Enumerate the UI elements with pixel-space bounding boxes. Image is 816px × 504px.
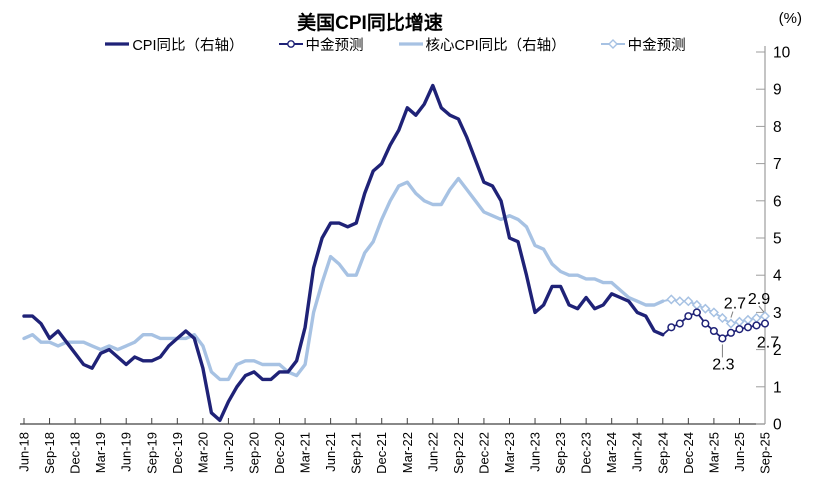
annotation-value: 2.7	[757, 335, 779, 352]
legend: CPI同比（右轴） 中金预测 核心CPI同比（右轴） 中金预测	[0, 34, 790, 54]
forecast-point-marker	[684, 312, 693, 321]
y-tick-label: 0	[773, 417, 782, 434]
axes: Jun-18 Sep-18 Dec-18 Mar-19 Jun-19 Sep-19 Dec-…	[17, 45, 791, 474]
chart-title: 美国CPI同比增速	[297, 13, 443, 34]
annotation-value: 2.7	[724, 296, 746, 313]
x-tick-label: Sep-24	[655, 432, 670, 474]
forecast-point-marker	[675, 319, 684, 328]
x-tick-label: Mar-23	[502, 432, 517, 473]
x-tick-label: Sep-25	[758, 432, 773, 474]
forecast-point-marker	[725, 318, 736, 329]
y-tick-label: 1	[773, 379, 782, 396]
forecast-point-marker	[742, 314, 754, 325]
y-tick-label: 2	[773, 342, 782, 359]
forecast-point-marker	[735, 325, 744, 334]
forecast-point-marker	[717, 312, 728, 324]
x-tick-label: Mar-19	[93, 432, 108, 473]
y-tick-label: 4	[773, 268, 782, 285]
legend-item-core: 核心CPI同比（右轴）	[398, 34, 566, 55]
forecast-point-marker	[752, 321, 761, 330]
x-tick-label: Dec-22	[476, 432, 491, 474]
x-tick-label: Mar-24	[604, 432, 619, 473]
legend-label: CPI同比（右轴）	[132, 37, 244, 54]
x-tick-label: Mar-21	[298, 432, 313, 473]
forecast-point-marker	[709, 326, 718, 336]
legend-label: 中金预测	[305, 37, 364, 54]
y-tick-label: 6	[773, 193, 782, 210]
forecast-point-marker	[674, 296, 685, 307]
x-tick-label: Mar-20	[195, 432, 210, 473]
y-axis-unit-label: (%)	[778, 10, 802, 27]
y-tick-label: 8	[773, 119, 782, 136]
x-tick-label: Sep-21	[349, 432, 364, 474]
legend-label: 中金预测	[627, 37, 686, 54]
y-tick-label: 5	[773, 231, 782, 248]
circle-marker-swatch-icon	[278, 40, 303, 48]
x-tick-label: Dec-21	[374, 432, 389, 474]
x-tick-label: Jun-21	[323, 432, 338, 472]
forecast-point-marker	[718, 334, 727, 343]
line-swatch-icon	[398, 42, 423, 46]
x-tick-label: Jun-22	[425, 432, 440, 472]
forecast-point-marker	[700, 303, 711, 314]
x-tick-label: Sep-22	[451, 432, 466, 474]
annotation-2-7: 2.7	[724, 296, 746, 318]
x-tick-label: Mar-25	[706, 432, 721, 473]
y-tick-label: 3	[773, 305, 782, 322]
annotation-value: 2.3	[712, 356, 734, 373]
forecast-point-marker	[759, 311, 771, 322]
diamond-marker-swatch-icon	[600, 39, 625, 49]
legend-item-core-forecast: 中金预测	[600, 34, 686, 55]
x-tick-label: Jun-23	[528, 432, 543, 472]
forecast-point-marker	[734, 316, 745, 327]
line-swatch-icon	[105, 42, 130, 46]
forecast-point-marker	[760, 319, 770, 328]
y-tick-label: 7	[773, 156, 782, 173]
x-tick-label: Dec-18	[68, 432, 83, 474]
x-tick-label: Jun-25	[732, 432, 747, 472]
forecast-point-marker	[751, 312, 762, 324]
x-tick-label: Dec-23	[579, 432, 594, 474]
x-tick-label: Jun-19	[119, 432, 134, 472]
forecast-point-marker	[726, 328, 735, 337]
annotation-2-9: 2.9	[748, 291, 770, 313]
y-tick-label: 10	[773, 45, 791, 62]
x-tick-label: Sep-23	[553, 432, 568, 474]
forecast-point-marker	[692, 308, 701, 317]
forecast-point-marker	[667, 323, 676, 332]
forecast-point-marker	[691, 299, 702, 311]
legend-label: 核心CPI同比（右轴）	[425, 37, 566, 54]
legend-item-cpi-forecast: 中金预测	[278, 34, 364, 55]
forecast-point-marker	[701, 319, 710, 328]
legend-item-cpi: CPI同比（右轴）	[104, 34, 244, 55]
annotation-value: 2.9	[748, 291, 770, 308]
x-tick-label: Dec-20	[272, 432, 287, 474]
forecast-point-marker	[666, 294, 677, 305]
series-core-actual	[22, 176, 665, 382]
annotation-2-7: 2.7	[757, 335, 779, 352]
x-tick-label: Jun-20	[221, 432, 236, 472]
x-tick-label: Mar-22	[400, 432, 415, 473]
x-tick-label: Jun-18	[17, 432, 32, 472]
y-tick-label: 9	[773, 82, 782, 99]
series-cpi-forecast	[661, 308, 770, 343]
x-tick-label: Sep-20	[246, 432, 261, 474]
annotation-2-3: 2.3	[712, 344, 735, 373]
forecast-point-marker	[743, 323, 753, 332]
x-tick-label: Dec-24	[681, 432, 696, 474]
x-tick-label: Dec-19	[170, 432, 185, 474]
forecast-point-marker	[683, 296, 694, 307]
x-tick-label: Sep-18	[42, 432, 57, 474]
x-tick-label: Sep-19	[144, 432, 159, 474]
forecast-point-marker	[708, 307, 719, 318]
x-tick-label: Jun-24	[630, 432, 645, 472]
series-cpi-actual	[22, 83, 665, 422]
